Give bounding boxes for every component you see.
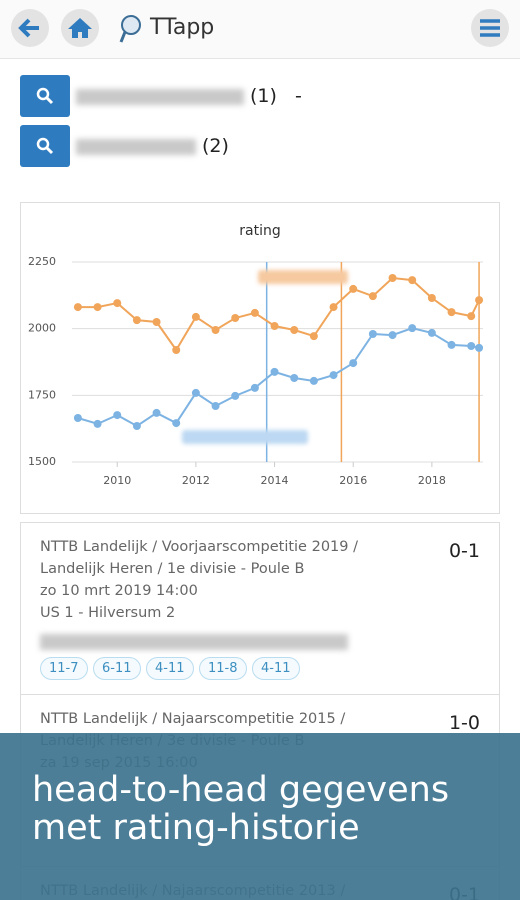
match-info: NTTB Landelijk / Najaarscompetitie 2015 …: [40, 711, 346, 727]
data-point: [447, 340, 456, 349]
data-point: [172, 346, 181, 354]
data-point: [93, 303, 102, 312]
data-point: [388, 331, 397, 340]
data-point: [467, 342, 476, 350]
separator: -: [295, 85, 302, 107]
data-point: [191, 312, 200, 321]
data-point: [349, 359, 358, 368]
annotation-blur: [258, 270, 348, 284]
data-point: [427, 294, 436, 302]
data-point: [408, 276, 417, 285]
data-point: [475, 296, 484, 305]
data-point: [368, 330, 377, 338]
promo-text: met rating-historie: [32, 808, 360, 848]
data-point: [349, 284, 358, 293]
data-point: [152, 408, 161, 417]
data-point: [73, 414, 82, 422]
search-button[interactable]: [20, 75, 70, 117]
menu-button[interactable]: [471, 9, 509, 47]
data-point: [132, 422, 141, 430]
data-point: [231, 314, 240, 322]
data-point: [250, 383, 259, 392]
match-score: 1-0: [448, 712, 480, 734]
data-point: [113, 299, 122, 308]
data-point: [329, 303, 338, 312]
home-button[interactable]: [61, 9, 99, 47]
data-point: [211, 402, 220, 410]
data-point: [408, 324, 417, 333]
player-name: [76, 89, 244, 105]
set-score: 4-11: [146, 657, 194, 680]
search-icon: [36, 87, 54, 105]
data-point: [368, 292, 377, 301]
player-names: [40, 634, 348, 650]
chart: rating 1500 1750 2000 2250 2010 2012 2014 2016 2…: [28, 223, 484, 487]
x-tick-label: 2014: [261, 474, 289, 487]
data-point: [250, 308, 259, 317]
data-point: [73, 303, 82, 312]
x-tick-label: 2010: [103, 474, 131, 487]
data-point: [447, 308, 456, 317]
match-info: US 1 - Hilversum 2: [40, 605, 176, 621]
logo: [119, 15, 141, 43]
annotation-blur: [182, 430, 308, 444]
data-point: [475, 343, 484, 352]
app-title: TTapp: [150, 15, 215, 40]
data-point: [172, 419, 181, 428]
menu-icon: [480, 19, 500, 37]
y-tick-label: 2000: [28, 322, 56, 335]
match-info: NTTB Landelijk / Voorjaarscompetitie 201…: [40, 539, 358, 555]
promo-text: head-to-head gegevens: [32, 770, 450, 810]
set-score: 11-7: [40, 657, 88, 680]
chart-title: rating: [239, 223, 280, 239]
data-point: [427, 328, 436, 337]
data-point: [113, 411, 122, 420]
data-point: [152, 318, 161, 326]
back-icon: [18, 18, 39, 38]
data-point: [467, 312, 476, 321]
data-point: [290, 326, 299, 334]
player-number: (2): [202, 135, 229, 157]
x-tick-label: 2012: [182, 474, 210, 487]
data-point: [309, 376, 318, 385]
back-button[interactable]: [11, 9, 49, 47]
set-score: 4-11: [252, 657, 300, 680]
x-tick-label: 2018: [418, 474, 446, 487]
set-score: 6-11: [93, 657, 141, 680]
y-tick-label: 1750: [28, 388, 56, 401]
data-point: [191, 388, 200, 397]
home-icon: [68, 18, 92, 38]
data-point: [388, 274, 397, 282]
player-name: [76, 139, 196, 155]
data-point: [270, 322, 279, 330]
data-point: [270, 367, 279, 376]
data-point: [309, 332, 318, 341]
match-info: zo 10 mrt 2019 14:00: [40, 583, 198, 599]
series-line: [77, 276, 480, 352]
search-icon: [36, 137, 54, 155]
data-point: [211, 326, 220, 334]
match-score: 0-1: [448, 540, 480, 562]
promo-overlay: [0, 733, 520, 900]
x-tick-label: 2016: [339, 474, 367, 487]
y-tick-label: 2250: [28, 255, 56, 268]
set-score: 11-8: [199, 657, 247, 680]
data-point: [290, 374, 299, 382]
data-point: [132, 316, 141, 325]
search-button[interactable]: [20, 125, 70, 167]
data-point: [231, 391, 240, 400]
series-line: [77, 327, 480, 428]
data-point: [329, 371, 338, 380]
y-tick-label: 1500: [28, 455, 56, 468]
match-info: Landelijk Heren / 1e divisie - Poule B: [40, 561, 305, 577]
data-point: [93, 419, 102, 428]
player-number: (1): [250, 85, 277, 107]
